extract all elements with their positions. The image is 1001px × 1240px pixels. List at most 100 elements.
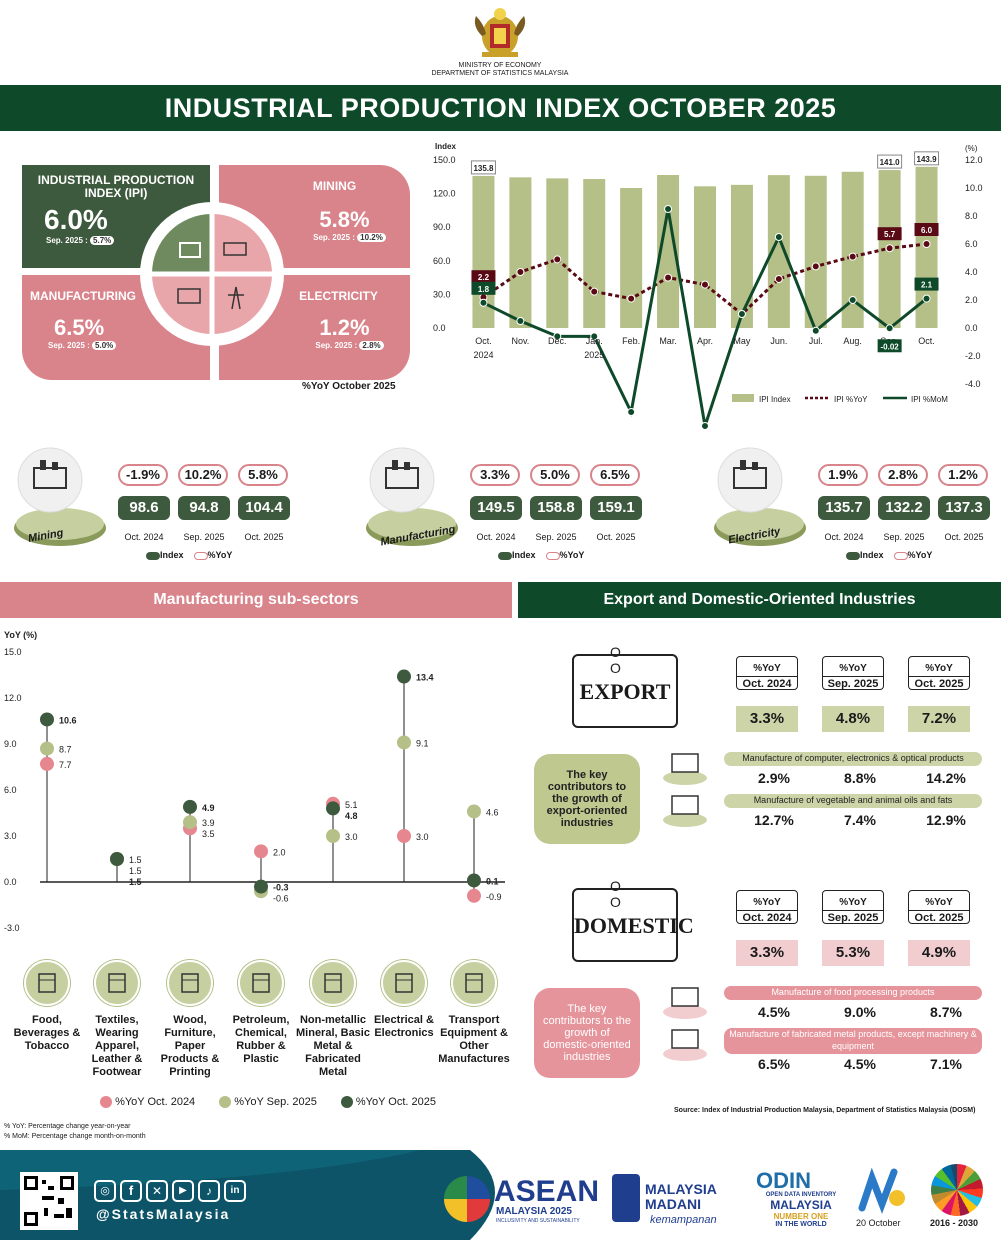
ipi-yoy-point (553, 255, 562, 264)
subsector-label: Wood, Furniture, Paper Products & Printi… (160, 1014, 220, 1078)
domestic-yoy-value: 5.3% (822, 940, 884, 966)
sector-yoy-value: 5.8% (238, 464, 288, 486)
calendar-rings-icon: O O (610, 878, 627, 910)
odin-logo-text: ODIN (756, 1168, 811, 1193)
mfg-point-label: 8.7 (59, 745, 72, 755)
page-title: INDUSTRIAL PRODUCTION INDEX OCTOBER 2025 (0, 85, 1001, 131)
ipi-left-tick: 120.0 (433, 189, 456, 199)
odin-sub: OPEN DATA INVENTORY (765, 1192, 837, 1198)
ipi-yoy-point (848, 252, 857, 261)
ipi-chart-left-axis-label: Index (435, 142, 456, 151)
ipi-mom-point (811, 326, 820, 335)
mfg-point (467, 873, 481, 888)
sdg-years: 2016 - 2030 (930, 1218, 979, 1228)
ipi-data-label: 143.9 (914, 151, 940, 166)
ipi-data-label: 5.7 (877, 227, 902, 241)
ipi-mom-point (848, 296, 857, 304)
electricity-podium-icon (710, 440, 810, 550)
export-key-contributors: The key contributors to the growth of ex… (534, 754, 640, 844)
domestic-yoy-value: 3.3% (736, 940, 798, 966)
mfg-y-tick: 9.0 (4, 739, 17, 749)
period-calendar-card: %YoY Oct. 2024 (736, 890, 798, 924)
sector-period-label: Oct. 2025 (944, 532, 984, 542)
mfg-point-label: 3.5 (202, 829, 215, 839)
mining-value: 5.8% (319, 207, 370, 232)
youtube-icon[interactable]: ▶ (172, 1180, 194, 1202)
ipi-data-label: 6.0 (914, 223, 939, 236)
svg-text:1.8: 1.8 (478, 285, 490, 294)
legend-yoy-label: %YoY (559, 550, 585, 560)
odin-sub3: NUMBER ONE (773, 1212, 829, 1221)
calendar-period: Sep. 2025 (823, 676, 883, 690)
ipi-left-tick: 0.0 (433, 323, 446, 333)
sector-period-label: Sep. 2025 (183, 532, 225, 542)
ipi-bar (657, 175, 680, 328)
manufacturing-value: 6.5% (54, 315, 105, 340)
sector-yoy-value: 3.3% (470, 464, 520, 486)
sector-index-value: 132.2 (878, 496, 930, 520)
legend-ipi-yoy: IPI %YoY (834, 395, 868, 404)
calendar-yoy-head: %YoY (925, 897, 953, 908)
calendar-yoy-head: %YoY (753, 663, 781, 674)
electricity-prev-label: Sep. 2025 : (315, 341, 358, 350)
footnotes: % YoY: Percentage change year-on-year % … (4, 1122, 146, 1142)
qr-code-icon[interactable] (20, 1172, 78, 1230)
ipi-mom-point (627, 408, 636, 416)
manufacturing-subsector-chart: YoY (%) 15.0 12.0 9.0 6.0 3.0 0.0 -3.0 10.6 8.7… (4, 630, 505, 933)
export-item-icon (660, 748, 710, 786)
mining-rig-icon (212, 214, 272, 274)
export-item-icon (660, 790, 710, 828)
mining-title: MINING (312, 179, 357, 193)
mfg-y-tick: 15.0 (4, 647, 22, 657)
export-yoy-value: 7.2% (908, 706, 970, 732)
svg-text:2.1: 2.1 (921, 281, 933, 290)
legend-ipi-mom: IPI %MoM (911, 395, 948, 404)
ipi-category-label: Mar. (659, 336, 677, 346)
ipi-mom-point (774, 233, 783, 241)
ipi-value: 6.0% (44, 204, 108, 235)
ipi-year-label: 2025 (584, 350, 604, 360)
sector-legend: Index %YoY (146, 550, 232, 560)
legend-yoy-swatch (545, 551, 560, 560)
mfg-point (397, 669, 411, 684)
mfg-point-label: 1.5 (129, 877, 142, 887)
export-yoy-value: 4.8% (822, 706, 884, 732)
export-item-value: 7.4% (844, 812, 876, 828)
mfg-point-label: 3.0 (416, 832, 429, 842)
ipi-data-label: 141.0 (877, 154, 903, 169)
calendar-yoy-head: %YoY (753, 897, 781, 908)
ipi-right-tick: 2.0 (965, 295, 978, 305)
sector-period-label: Sep. 2025 (535, 532, 577, 542)
facebook-icon[interactable]: f (120, 1180, 142, 1202)
calendar-rings-icon: O O (610, 644, 627, 676)
mfg-y-tick: 0.0 (4, 877, 17, 887)
note-yoy: % YoY: Percentage change year-on-year (4, 1123, 131, 1130)
ipi-right-tick: 0.0 (965, 323, 978, 333)
mfg-point-label: 5.1 (345, 800, 358, 810)
statistics-day-date: 20 October (856, 1218, 901, 1228)
linkedin-icon[interactable]: in (224, 1180, 246, 1202)
svg-text:5.7: 5.7 (884, 230, 896, 239)
sector-block-mining: Mining -1.9% 98.6 Oct. 2024 10.2% 94.8 Sep. 20… (10, 440, 300, 570)
tiktok-icon[interactable]: ♪ (198, 1180, 220, 1202)
mfg-point (183, 799, 197, 814)
calendar-period: Oct. 2025 (909, 676, 969, 690)
export-item-value: 12.7% (754, 812, 794, 828)
calendar-period: Oct. 2024 (737, 910, 797, 924)
ipi-category-label: Oct. (918, 336, 935, 346)
ipi-category-label: Apr. (697, 336, 713, 346)
ipi-category-label: May (733, 336, 751, 346)
sector-index-value: 104.4 (238, 496, 290, 520)
subsector-label: Non-metallic Mineral, Basic Metal & Fabr… (296, 1014, 370, 1078)
sector-index-value: 98.6 (118, 496, 170, 520)
ipi-prev: 5.7% (90, 236, 115, 245)
ipi-yoy-point (811, 262, 820, 271)
ipi-mom-point (701, 422, 709, 430)
legend-index-swatch (846, 551, 860, 560)
period-calendar-card: %YoY Sep. 2025 (822, 656, 884, 690)
domestic-item-name: Manufacture of fabricated metal products… (724, 1028, 982, 1054)
x-icon[interactable]: ✕ (146, 1180, 168, 1202)
mfg-point-label: 1.5 (129, 866, 142, 876)
sector-index-value: 159.1 (590, 496, 642, 520)
instagram-icon[interactable]: ◎ (94, 1180, 116, 1202)
